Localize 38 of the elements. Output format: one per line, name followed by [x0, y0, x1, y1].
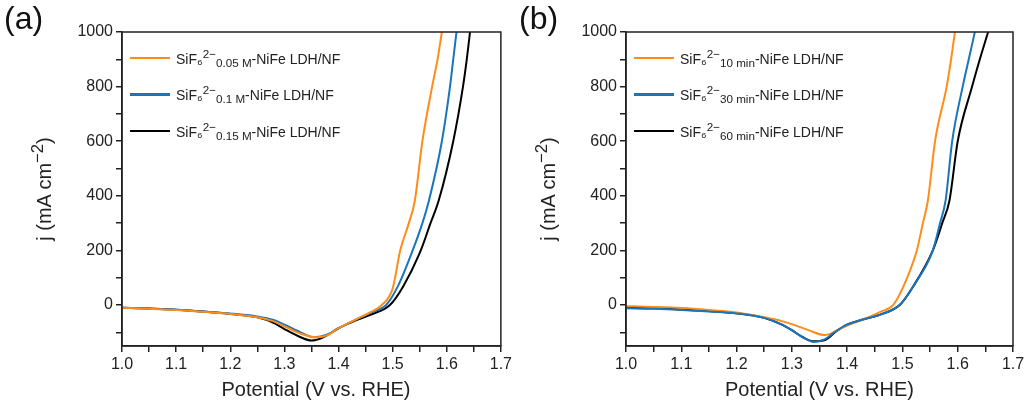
- y-tick-label: 1000: [581, 22, 618, 40]
- y-tick-label: 1000: [77, 22, 114, 40]
- y-tick-label: 0: [104, 295, 114, 313]
- x-axis-title: Potential (V vs. RHE): [220, 378, 412, 401]
- x-tick-label: 1.1: [165, 355, 188, 373]
- x-tick-label: 1.1: [670, 355, 693, 373]
- y-tick-label: 400: [86, 186, 114, 204]
- y-tick-label: 600: [590, 131, 618, 149]
- x-tick-label: 1.7: [1001, 355, 1025, 373]
- x-tick-label: 1.2: [219, 355, 242, 373]
- y-tick-label: 400: [590, 186, 618, 204]
- x-tick-label: 1.2: [725, 355, 748, 373]
- legend-label: SiF₆$^{2−}$$_{60 min}$-NiFe LDH/NF: [680, 118, 844, 145]
- y-tick-label: 800: [590, 77, 618, 95]
- chart-title: (a): [4, 0, 44, 37]
- y-tick-label: 200: [590, 240, 618, 258]
- legend-label: SiF₆$^{2−}$$_{10 min}$-NiFe LDH/NF: [680, 46, 844, 72]
- x-tick-label: 1.6: [946, 355, 969, 373]
- x-tick-label: 1.4: [836, 355, 859, 373]
- y-tick-label: 600: [86, 131, 114, 149]
- x-tick-label: 1.3: [780, 355, 804, 373]
- x-tick-label: 1.0: [614, 355, 638, 373]
- x-tick-label: 1.0: [110, 355, 134, 373]
- x-axis-title: Potential (V vs. RHE): [724, 378, 915, 401]
- y-tick-label: 200: [86, 240, 114, 258]
- y-tick-label: 800: [86, 77, 114, 95]
- legend-label: SiF₆$^{2−}$$_{0.1 M}$-NiFe LDH/NF: [176, 82, 334, 108]
- x-tick-label: 1.6: [435, 355, 458, 373]
- x-tick-label: 1.4: [327, 355, 350, 373]
- x-tick-label: 1.5: [891, 355, 914, 373]
- legend-label: SiF₆$^{2−}$$_{30 min}$-NiFe LDH/NF: [680, 82, 844, 108]
- legend-label: SiF₆$^{2−}$$_{0.05 M}$-NiFe LDH/NF: [176, 46, 341, 72]
- y-tick-label: 0: [608, 295, 618, 313]
- chart-title: (b): [519, 0, 559, 37]
- x-tick-label: 1.7: [489, 355, 513, 373]
- legend-label: SiF₆$^{2−}$$_{0.15 M}$-NiFe LDH/NF: [176, 118, 341, 145]
- x-tick-label: 1.5: [381, 355, 404, 373]
- x-tick-label: 1.3: [273, 355, 296, 373]
